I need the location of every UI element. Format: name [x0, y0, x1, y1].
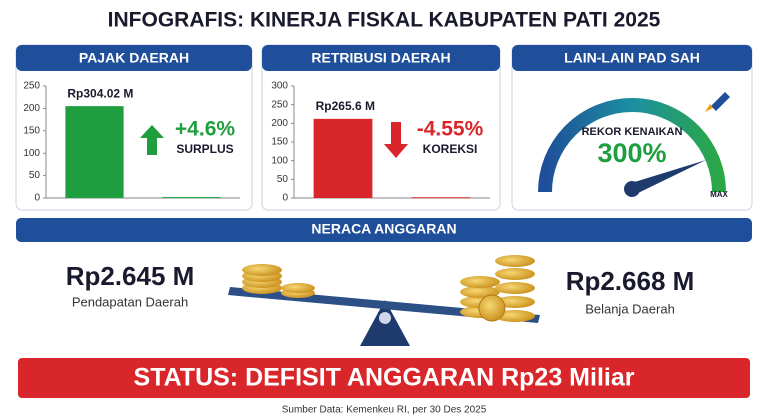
gauge-needle — [628, 160, 706, 194]
title: INFOGRAFIS: KINERJA FISKAL KABUPATEN PAT… — [108, 9, 661, 32]
change-label: KOREKSI — [423, 142, 478, 156]
gauge-value: 300% — [597, 138, 666, 168]
gauge-hub — [624, 181, 640, 197]
change: -4.55% — [417, 118, 484, 141]
panel-header-bg — [512, 45, 752, 71]
bar — [162, 197, 221, 199]
y-tick-label: 250 — [23, 81, 40, 92]
bar — [411, 197, 471, 199]
y-tick-label: 50 — [29, 170, 41, 181]
y-tick-label: 50 — [277, 174, 289, 185]
y-tick-label: 300 — [271, 81, 288, 92]
down-arrow — [384, 122, 408, 158]
y-tick-label: 0 — [282, 193, 288, 204]
annotation: Rp265.6 M — [316, 99, 375, 113]
source: Sumber Data: Kemenkeu RI, per 30 Des 202… — [282, 405, 487, 416]
section-header-bg — [16, 218, 752, 242]
coins-left — [242, 264, 315, 298]
rocket-icon — [705, 92, 730, 112]
y-tick-label: 150 — [23, 125, 40, 136]
gauge-label: REKOR KENAIKAN — [582, 126, 683, 138]
panel-header-bg — [16, 45, 252, 71]
panel-header: RETRIBUSI DAERAH — [311, 50, 450, 66]
right-value: Rp2.668 M — [566, 266, 695, 296]
left-label: Pendapatan Daerah — [72, 294, 188, 309]
panel-header-bg — [262, 45, 500, 71]
panel-header: LAIN-LAIN PAD SAH — [564, 50, 700, 66]
y-tick-label: 200 — [23, 103, 40, 114]
gauge-max: MAX — [710, 190, 728, 199]
right-label: Belanja Daerah — [585, 301, 675, 316]
status-bg — [18, 358, 750, 398]
change-label: SURPLUS — [176, 142, 233, 156]
up-arrow — [140, 125, 164, 155]
annotation: Rp304.02 M — [67, 86, 133, 100]
bar — [313, 118, 373, 198]
section-header: NERACA ANGGARAN — [311, 221, 456, 237]
coins-right — [460, 255, 535, 322]
status: STATUS: DEFISIT ANGGARAN Rp23 Miliar — [134, 364, 635, 392]
gauge-arc — [538, 98, 726, 193]
y-tick-label: 200 — [271, 118, 288, 129]
y-tick-label: 150 — [271, 137, 288, 148]
y-tick-label: 100 — [23, 148, 40, 159]
change: +4.6% — [175, 118, 235, 141]
y-tick-label: 100 — [271, 155, 288, 166]
y-tick-label: 0 — [34, 193, 40, 204]
panel-header: PAJAK DAERAH — [79, 50, 189, 66]
left-value: Rp2.645 M — [66, 261, 195, 291]
bar — [65, 106, 124, 198]
y-tick-label: 250 — [271, 99, 288, 110]
